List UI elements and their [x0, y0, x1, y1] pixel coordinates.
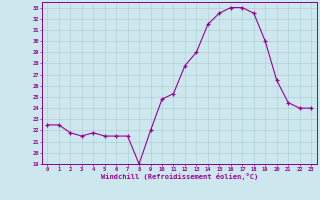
X-axis label: Windchill (Refroidissement éolien,°C): Windchill (Refroidissement éolien,°C) — [100, 173, 258, 180]
